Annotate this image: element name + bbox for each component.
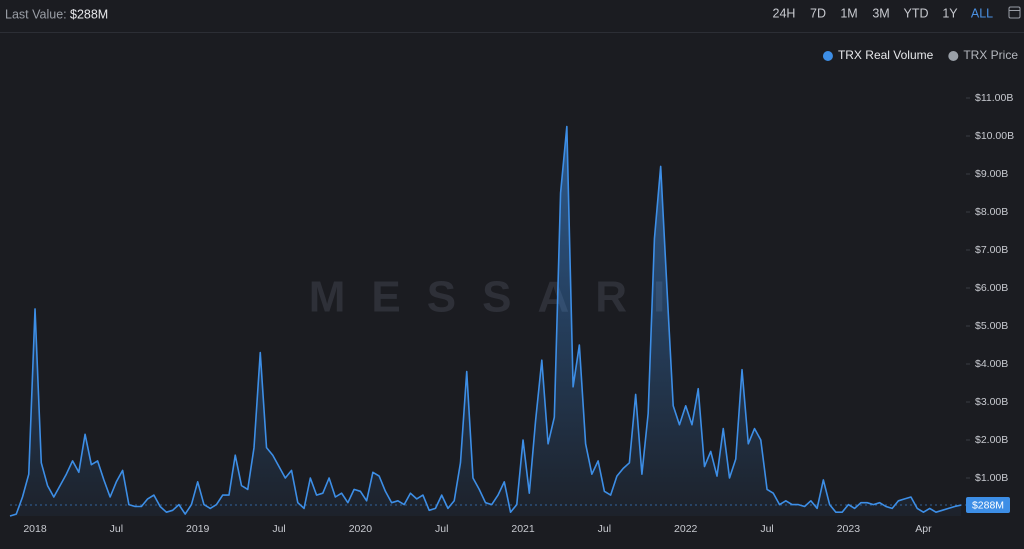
x-tick-label: 2022 [674,523,698,535]
range-button[interactable]: YTD [904,6,929,20]
y-tick-label: $5.00B [975,320,1008,332]
x-tick-label: 2018 [23,523,47,535]
watermark: MESSARI [309,273,691,322]
y-tick-label: $7.00B [975,244,1008,256]
x-tick-label: 2021 [511,523,535,535]
x-tick-label: Jul [272,523,285,535]
last-value-tag [966,497,1010,514]
x-tick-label: Jul [598,523,611,535]
x-tick-label: Jul [760,523,773,535]
legend-label[interactable]: TRX Real Volume [838,48,934,62]
y-tick-label: $11.00B [975,92,1013,104]
y-tick-label: $1.00B [975,472,1008,484]
y-tick-label: $8.00B [975,206,1008,218]
last-value-tag-label: $288M [972,499,1004,511]
calendar-icon[interactable] [1008,6,1021,19]
x-tick-label: 2020 [349,523,373,535]
calendar-body[interactable] [1008,6,1021,19]
legend-swatch[interactable] [822,51,833,61]
x-tick-label: Jul [435,523,448,535]
range-button[interactable]: 3M [872,6,889,20]
last-value-caption: Last Value: [5,7,67,21]
y-tick-label: $3.00B [975,396,1008,408]
x-tick-label: Apr [915,523,932,535]
legend-label[interactable]: TRX Price [963,48,1018,62]
range-button[interactable]: 7D [810,6,826,20]
last-value: $288M [70,7,108,21]
line [9,125,962,517]
y-tick-label: $4.00B [975,358,1008,370]
range-button[interactable]: ALL [971,6,993,20]
x-tick-label: 2023 [837,523,861,535]
y-tick-label: $9.00B [975,168,1008,180]
x-tick-label: Jul [110,523,123,535]
range-button[interactable]: 1M [840,6,857,20]
range-button[interactable]: 24H [773,6,796,20]
x-tick-label: 2019 [186,523,210,535]
y-tick-label: $2.00B [975,434,1008,446]
y-tick-label: $6.00B [975,282,1008,294]
legend-swatch[interactable] [948,51,959,61]
y-tick-label: $10.00B [975,130,1014,142]
range-button[interactable]: 1Y [942,6,958,20]
